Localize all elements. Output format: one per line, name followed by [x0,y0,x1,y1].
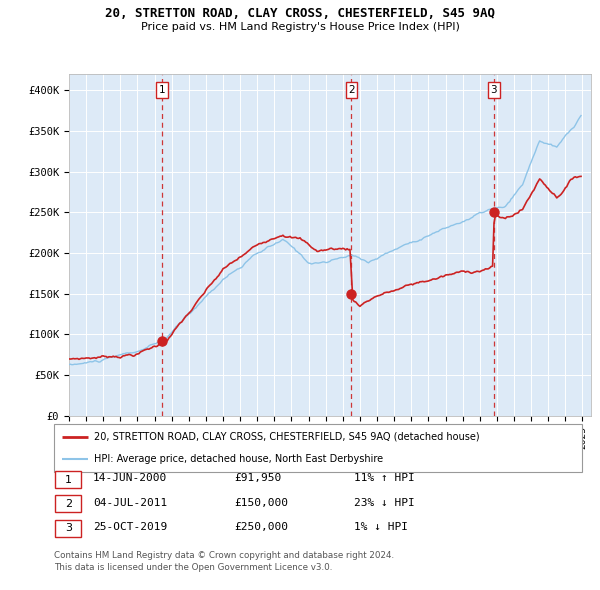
Text: 1% ↓ HPI: 1% ↓ HPI [354,522,408,532]
Text: 14-JUN-2000: 14-JUN-2000 [93,474,167,483]
Text: 2: 2 [65,499,72,509]
Text: 25-OCT-2019: 25-OCT-2019 [93,522,167,532]
Text: 23% ↓ HPI: 23% ↓ HPI [354,498,415,507]
Text: 1: 1 [159,85,166,95]
Text: 3: 3 [490,85,497,95]
Text: 20, STRETTON ROAD, CLAY CROSS, CHESTERFIELD, S45 9AQ: 20, STRETTON ROAD, CLAY CROSS, CHESTERFI… [105,7,495,20]
Text: Contains HM Land Registry data © Crown copyright and database right 2024.
This d: Contains HM Land Registry data © Crown c… [54,551,394,572]
Text: 04-JUL-2011: 04-JUL-2011 [93,498,167,507]
Text: £250,000: £250,000 [234,522,288,532]
Text: 2: 2 [348,85,355,95]
Text: HPI: Average price, detached house, North East Derbyshire: HPI: Average price, detached house, Nort… [94,454,383,464]
Text: 11% ↑ HPI: 11% ↑ HPI [354,474,415,483]
Text: 20, STRETTON ROAD, CLAY CROSS, CHESTERFIELD, S45 9AQ (detached house): 20, STRETTON ROAD, CLAY CROSS, CHESTERFI… [94,432,479,442]
Text: £91,950: £91,950 [234,474,281,483]
Text: 3: 3 [65,523,72,533]
Text: £150,000: £150,000 [234,498,288,507]
Text: Price paid vs. HM Land Registry's House Price Index (HPI): Price paid vs. HM Land Registry's House … [140,22,460,32]
Text: 1: 1 [65,475,72,484]
